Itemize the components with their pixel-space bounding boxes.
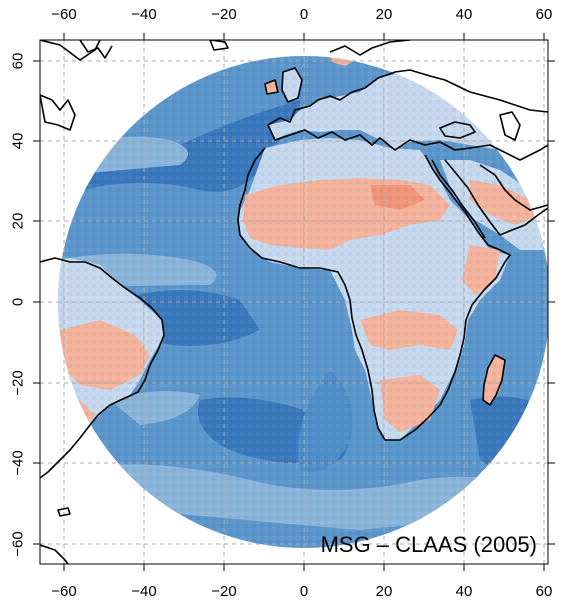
top-tick-label: 60 — [536, 6, 553, 23]
coast-falklands — [57, 507, 71, 517]
coast-madagascar — [482, 354, 506, 406]
bottom-axis: −60 −40 −20 0 20 40 60 — [51, 564, 552, 600]
satellite-disk — [58, 56, 548, 548]
left-tick-label: −20 — [10, 370, 27, 395]
top-tick-label: −20 — [211, 6, 236, 23]
coast-southern-tip — [40, 544, 69, 564]
coast-arabia — [479, 164, 548, 236]
right-axis — [548, 60, 555, 545]
top-tick-label: 20 — [376, 6, 393, 23]
bottom-tick-label: −60 — [51, 583, 76, 600]
left-tick-label: −60 — [10, 531, 27, 556]
bottom-tick-label: 40 — [456, 583, 473, 600]
top-axis: −60 −40 −20 0 20 40 60 — [51, 6, 552, 40]
coast-uk — [281, 67, 303, 103]
left-tick-label: −40 — [10, 450, 27, 475]
left-tick-label: 60 — [10, 53, 27, 70]
coast-ireland — [264, 79, 279, 95]
coast-africa — [237, 147, 511, 441]
bottom-tick-label: 20 — [376, 583, 393, 600]
coast-iceland — [209, 40, 229, 51]
plot-area — [40, 40, 548, 564]
coast-europe — [267, 40, 548, 126]
coastlines — [40, 40, 548, 564]
top-tick-label: 40 — [456, 6, 473, 23]
coast-mediterranean — [267, 124, 548, 161]
left-tick-label: 20 — [10, 213, 27, 230]
bottom-tick-label: −40 — [131, 583, 156, 600]
pixel-texture — [58, 56, 548, 548]
coast-south-america — [40, 257, 165, 479]
coast-north-america — [40, 40, 101, 131]
top-tick-label: 0 — [300, 6, 308, 23]
left-tick-label: 0 — [10, 298, 27, 306]
bottom-tick-label: 0 — [300, 583, 308, 600]
bottom-tick-label: −20 — [211, 583, 236, 600]
coast-black-sea — [439, 121, 476, 139]
coast-red-sea — [431, 159, 501, 239]
map-title: MSG – CLAAS (2005) — [321, 532, 537, 557]
left-tick-label: 40 — [10, 133, 27, 150]
top-tick-label: −60 — [51, 6, 76, 23]
top-tick-label: −40 — [131, 6, 156, 23]
coast-greenland-fragment — [79, 40, 113, 59]
coast-caspian — [499, 111, 521, 141]
left-axis: 60 40 20 0 −20 −40 −60 — [10, 53, 40, 557]
bottom-tick-label: 60 — [536, 583, 553, 600]
